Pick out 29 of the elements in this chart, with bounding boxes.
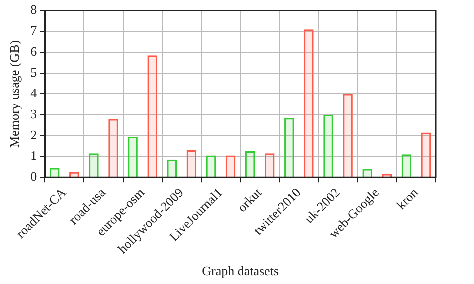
bar	[421, 132, 432, 178]
bar	[304, 30, 314, 178]
y-tick-label: 2	[30, 127, 38, 142]
bar	[324, 115, 334, 178]
y-tick-label: 7	[30, 23, 38, 38]
y-tick-label: 1	[30, 148, 38, 164]
bar	[402, 154, 412, 178]
bar	[128, 136, 138, 178]
bar	[70, 172, 80, 178]
y-tick-label: 3	[30, 106, 38, 122]
y-tick-label: 0	[30, 169, 38, 184]
bar	[264, 154, 275, 178]
bar	[167, 160, 178, 178]
bar	[89, 154, 99, 178]
bar	[206, 156, 216, 178]
bar	[148, 56, 158, 178]
bar	[343, 94, 353, 178]
bar	[226, 156, 236, 178]
bar	[186, 150, 197, 178]
bar	[284, 118, 294, 178]
y-tick-label: 6	[30, 44, 38, 59]
y-tick-label: 5	[30, 64, 38, 80]
y-tick-label: 8	[30, 2, 38, 18]
y-axis-title: Memory usage (GB)	[7, 40, 22, 148]
bar	[108, 119, 118, 178]
y-tick-label: 4	[30, 86, 38, 101]
bar	[245, 152, 256, 178]
x-tick-label: kron	[394, 184, 422, 213]
x-axis-title: Graph datasets	[202, 264, 279, 279]
